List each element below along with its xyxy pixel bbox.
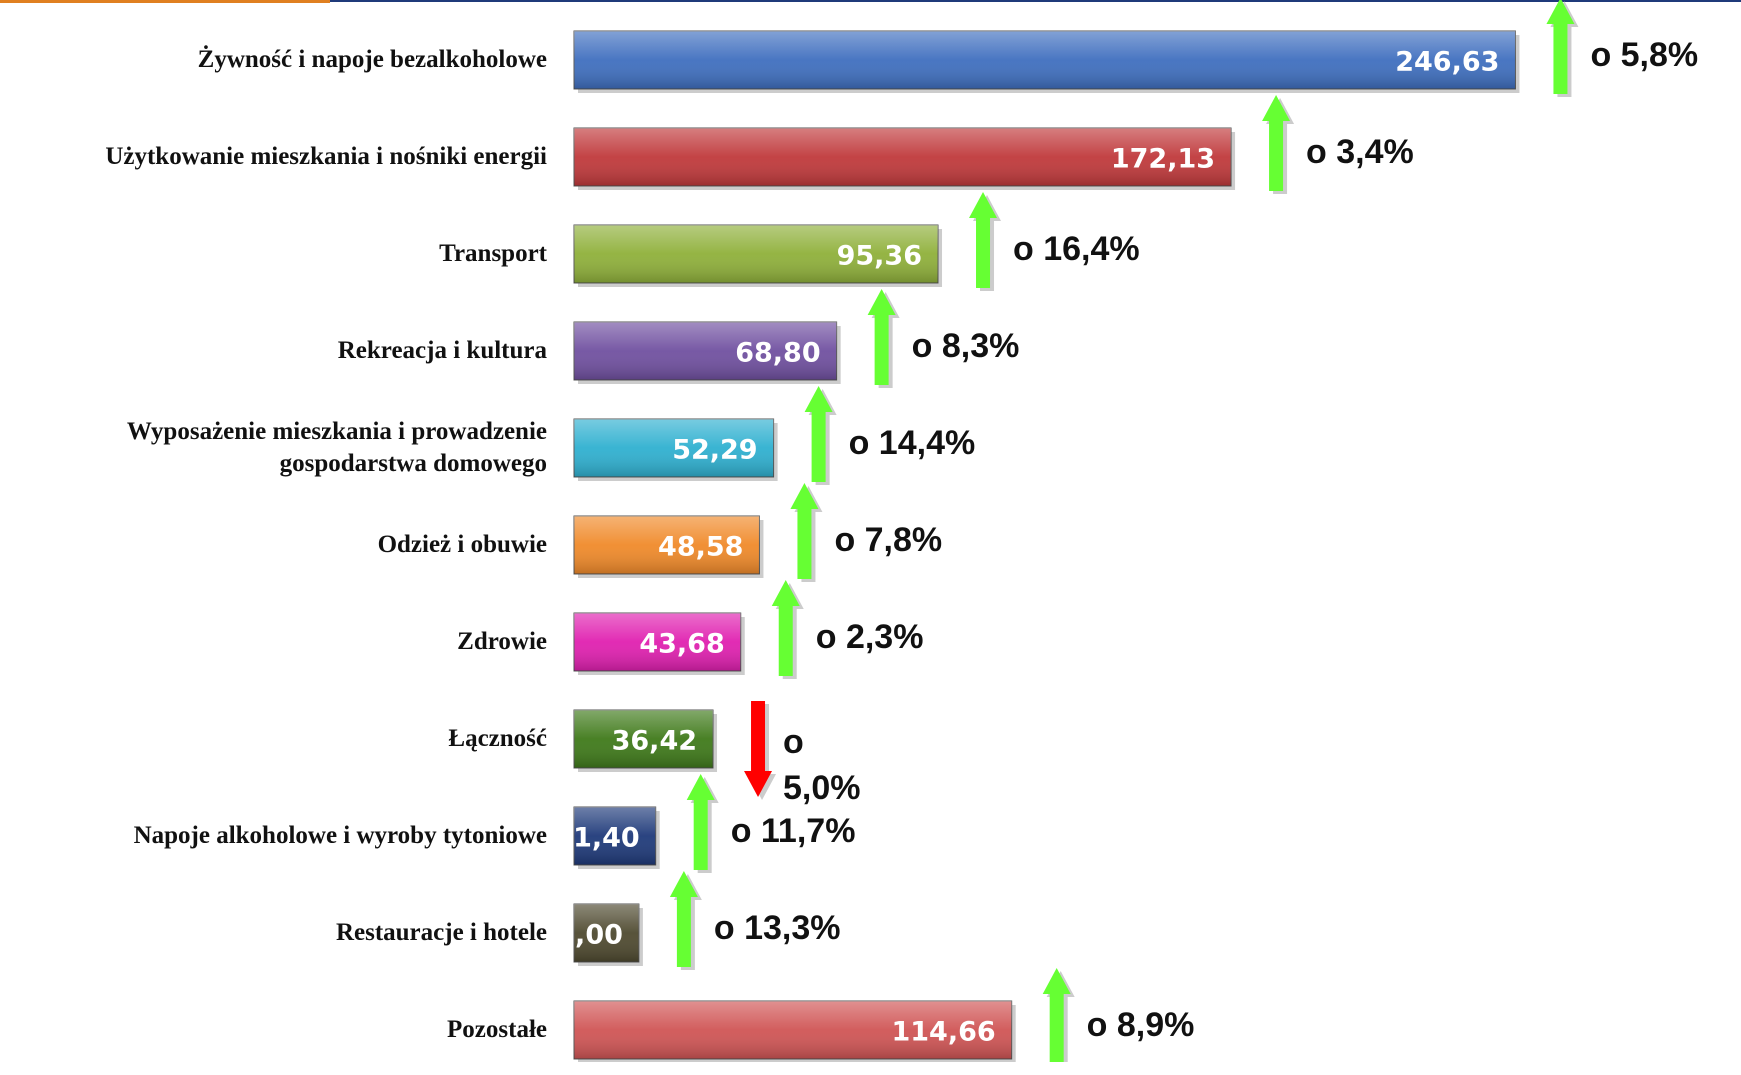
bar-shine: [574, 322, 837, 380]
change-annotation: o 14,4%: [848, 424, 976, 462]
category-label: Pozostałe: [447, 1015, 547, 1043]
change-annotation: o 3,4%: [1306, 133, 1414, 171]
bar-shine: [574, 128, 1232, 186]
value-label: 114,66: [891, 1017, 995, 1048]
change-annotation: o 11,7%: [730, 812, 856, 850]
value-label: 172,13: [1111, 144, 1215, 175]
change-arrow: [686, 774, 715, 870]
category-label: Łączność: [448, 724, 547, 752]
change-arrow: [804, 386, 833, 482]
change-arrow: [1546, 0, 1575, 94]
change-arrow: [669, 871, 698, 967]
bar-shine: [574, 419, 774, 477]
value-label: 21,40: [554, 823, 639, 854]
value-label: 246,63: [1395, 47, 1499, 78]
category-label: Restauracje i hotele: [335, 918, 547, 946]
category-label: Odzież i obuwie: [377, 530, 547, 558]
change-annotation: o 16,4%: [1013, 230, 1140, 268]
bar-shine: [574, 31, 1516, 89]
value-label: 43,68: [639, 629, 724, 660]
category-label: Transport: [439, 239, 547, 267]
bar-shine: [574, 904, 639, 962]
bar-shine: [574, 710, 714, 768]
category-label: Wyposażenie mieszkania i prowadzenie gos…: [126, 417, 547, 478]
change-annotation: o 5,8%: [1590, 36, 1699, 74]
category-label: Napoje alkoholowe i wyroby tytoniowe: [133, 821, 547, 849]
bar-shine: [574, 1001, 1012, 1059]
change-arrow: [867, 289, 896, 385]
change-annotation: o 13,3%: [713, 909, 841, 947]
bar-shine: [574, 613, 741, 671]
category-label: Rekreacja i kultura: [337, 336, 547, 364]
value-label: 68,80: [735, 338, 820, 369]
header-accent: [0, 0, 330, 3]
value-label: 17,00: [537, 920, 622, 951]
change-arrow: [790, 483, 819, 579]
change-annotation: o 8,3%: [911, 327, 1020, 365]
change-arrow: [744, 701, 773, 797]
change-annotation: o 5,0%: [783, 723, 861, 807]
value-label: 36,42: [612, 726, 697, 757]
value-label: 95,36: [837, 241, 922, 272]
value-label: 48,58: [658, 532, 743, 563]
change-arrow: [969, 192, 998, 288]
header-line: [330, 0, 1741, 2]
change-arrow: [1262, 95, 1291, 191]
category-label: Żywność i napoje bezalkoholowe: [197, 45, 547, 73]
bar-shine: [574, 807, 656, 865]
change-annotation: o 8,9%: [1086, 1006, 1195, 1044]
change-arrow: [771, 580, 800, 676]
change-annotation: o 7,8%: [834, 521, 943, 559]
value-label: 52,29: [672, 435, 757, 466]
change-arrow: [1042, 968, 1071, 1062]
bar-shine: [574, 225, 939, 283]
bar-shine: [574, 516, 760, 574]
change-annotation: o 2,3%: [815, 618, 924, 656]
category-label: Zdrowie: [457, 627, 547, 655]
category-label: Użytkowanie mieszkania i nośniki energii: [105, 142, 547, 170]
